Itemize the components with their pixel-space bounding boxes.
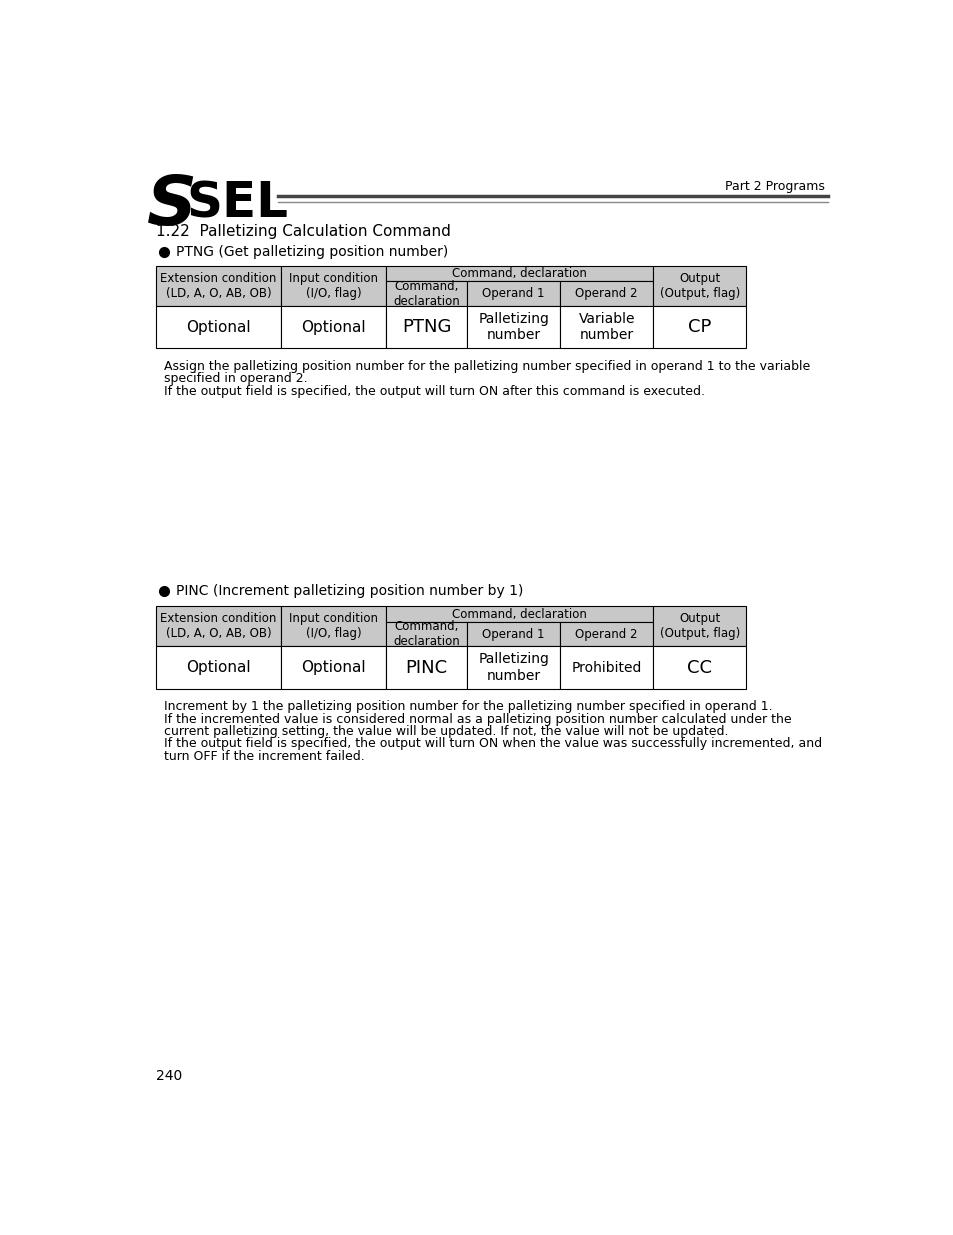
Text: S: S [147,173,196,240]
Bar [653,606,745,646]
Text: Operand 2: Operand 2 [575,288,638,300]
Text: Part 2 Programs: Part 2 Programs [724,180,823,193]
Text: Optional: Optional [301,659,365,676]
Text: If the output field is specified, the output will turn ON after this command is : If the output field is specified, the ou… [164,384,704,398]
Bar [385,646,467,689]
Text: CP: CP [687,319,711,336]
Text: PINC (Increment palletizing position number by 1): PINC (Increment palletizing position num… [175,584,522,598]
Bar [653,306,745,348]
Bar [155,266,281,306]
Text: Prohibited: Prohibited [571,661,641,674]
Text: Variable
number: Variable number [578,312,635,342]
Text: current palletizing setting, the value will be updated. If not, the value will n: current palletizing setting, the value w… [164,725,728,739]
Bar [559,306,653,348]
Text: CC: CC [686,658,712,677]
Text: If the incremented value is considered normal as a palletizing position number c: If the incremented value is considered n… [164,713,791,726]
Bar [559,646,653,689]
Text: Operand 1: Operand 1 [482,627,544,641]
Bar [467,282,559,306]
Bar [385,306,467,348]
Text: Command, declaration: Command, declaration [452,608,586,620]
Bar [155,306,281,348]
Bar [653,266,745,306]
Bar [281,266,385,306]
Bar [653,646,745,689]
Bar [281,646,385,689]
Text: Optional: Optional [186,659,251,676]
Bar [467,646,559,689]
Text: Output
(Output, flag): Output (Output, flag) [659,613,740,641]
Text: Palletizing
number: Palletizing number [477,312,549,342]
Bar [559,621,653,646]
Text: PTNG: PTNG [401,319,451,336]
Text: Extension condition
(LD, A, O, AB, OB): Extension condition (LD, A, O, AB, OB) [160,613,276,641]
Text: Command,
declaration: Command, declaration [393,280,459,308]
Text: Operand 1: Operand 1 [482,288,544,300]
Bar [281,606,385,646]
Text: Extension condition
(LD, A, O, AB, OB): Extension condition (LD, A, O, AB, OB) [160,272,276,300]
Text: Optional: Optional [186,320,251,335]
Text: Increment by 1 the palletizing position number for the palletizing number specif: Increment by 1 the palletizing position … [164,700,772,714]
Text: specified in operand 2.: specified in operand 2. [164,372,308,385]
Bar [467,306,559,348]
Text: 240: 240 [155,1070,182,1083]
Text: Command,
declaration: Command, declaration [393,620,459,648]
Bar [155,646,281,689]
Bar [385,282,467,306]
Text: Output
(Output, flag): Output (Output, flag) [659,272,740,300]
Text: Optional: Optional [301,320,365,335]
Bar [385,606,653,621]
Text: Operand 2: Operand 2 [575,627,638,641]
Text: Input condition
(I/O, flag): Input condition (I/O, flag) [289,272,377,300]
Text: Palletizing
number: Palletizing number [477,652,549,683]
Bar [281,306,385,348]
Bar [155,606,281,646]
Text: Command, declaration: Command, declaration [452,267,586,280]
Text: 1.22  Palletizing Calculation Command: 1.22 Palletizing Calculation Command [155,224,450,238]
Bar [385,621,467,646]
Text: Input condition
(I/O, flag): Input condition (I/O, flag) [289,613,377,641]
Text: Assign the palletizing position number for the palletizing number specified in o: Assign the palletizing position number f… [164,359,810,373]
Text: If the output field is specified, the output will turn ON when the value was suc: If the output field is specified, the ou… [164,737,821,750]
Text: turn OFF if the increment failed.: turn OFF if the increment failed. [164,750,365,762]
Text: SEL: SEL [186,179,288,227]
Bar [559,282,653,306]
Bar [467,621,559,646]
Text: PINC: PINC [405,658,447,677]
Bar [385,266,653,282]
Text: PTNG (Get palletizing position number): PTNG (Get palletizing position number) [175,246,448,259]
